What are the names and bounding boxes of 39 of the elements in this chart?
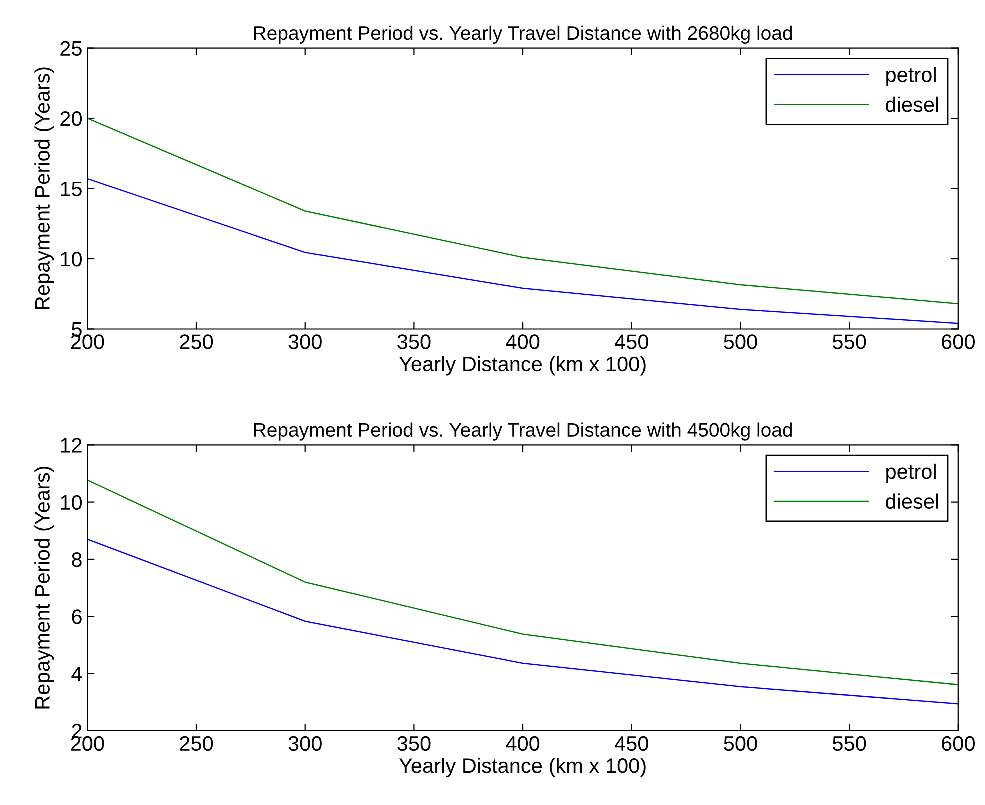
line-series bbox=[88, 178, 958, 324]
x-tick-label: 500 bbox=[724, 736, 758, 752]
x-tick-label: 450 bbox=[614, 736, 648, 752]
x-tick-label: 250 bbox=[180, 736, 214, 752]
x-tick-label: 400 bbox=[506, 736, 540, 752]
y-tick-label: 10 bbox=[61, 252, 82, 267]
chart-title: Repayment Period vs. Yearly Travel Distance with 4500kg load bbox=[254, 422, 792, 441]
x-axis-title: Yearly Distance (km x 100) bbox=[399, 758, 646, 778]
y-tick-label: 4 bbox=[72, 667, 82, 682]
legend-label: diesel bbox=[886, 96, 938, 112]
y-tick-label: 12 bbox=[61, 438, 82, 453]
x-tick-label: 400 bbox=[506, 334, 540, 350]
x-axis-title: Yearly Distance (km x 100) bbox=[399, 356, 646, 376]
x-tick-label: 600 bbox=[942, 736, 975, 752]
chart-title: Repayment Period vs. Yearly Travel Distance with 2680kg load bbox=[254, 26, 792, 44]
y-tick-label: 20 bbox=[60, 112, 82, 126]
x-tick-label: 550 bbox=[833, 736, 866, 752]
y-axis-title: Repayment Period (Years) bbox=[34, 466, 54, 709]
x-tick-label: 550 bbox=[833, 334, 866, 350]
y-tick-label: 10 bbox=[61, 495, 82, 510]
y-tick-label: 8 bbox=[72, 552, 82, 568]
y-tick-label: 6 bbox=[72, 610, 82, 624]
y-axis-title: Repayment Period (Years) bbox=[34, 68, 54, 310]
y-tick-label: 15 bbox=[61, 182, 82, 197]
x-tick-label: 500 bbox=[724, 334, 758, 350]
line-series bbox=[88, 118, 958, 305]
x-tick-label: 300 bbox=[288, 736, 322, 752]
y-tick-label: 25 bbox=[60, 41, 82, 56]
x-tick-label: 200 bbox=[71, 334, 104, 350]
x-tick-label: 350 bbox=[398, 334, 431, 350]
legend-label: petrol bbox=[886, 464, 936, 484]
x-tick-label: 300 bbox=[288, 334, 322, 350]
x-tick-label: 350 bbox=[398, 736, 431, 752]
x-tick-label: 450 bbox=[614, 334, 648, 350]
legend-label: diesel bbox=[886, 494, 938, 510]
line-series bbox=[88, 538, 958, 705]
legend-label: petrol bbox=[886, 67, 936, 86]
x-tick-label: 600 bbox=[942, 334, 975, 350]
x-tick-label: 250 bbox=[180, 334, 214, 350]
